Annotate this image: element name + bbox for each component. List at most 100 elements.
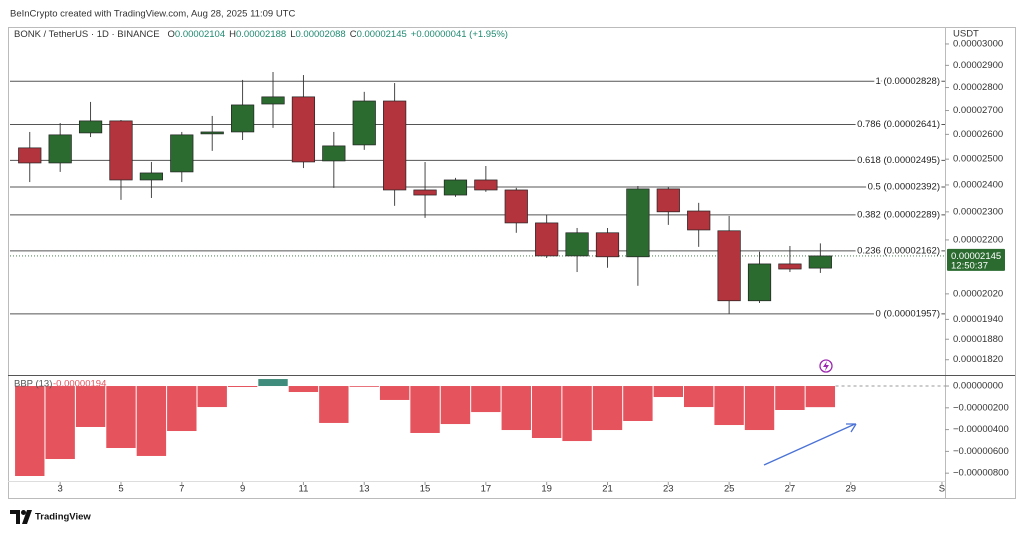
candle bbox=[78, 101, 103, 138]
candle-body bbox=[109, 120, 133, 181]
candle bbox=[747, 251, 772, 303]
bbp-bar bbox=[805, 386, 836, 408]
x-tick-label: 11 bbox=[298, 484, 308, 495]
candle-body bbox=[687, 210, 711, 231]
currency: USDT bbox=[953, 29, 979, 40]
x-tick-label: 29 bbox=[845, 484, 856, 495]
candle-body bbox=[565, 232, 589, 257]
candle-body bbox=[78, 120, 103, 134]
bbp-bar bbox=[471, 386, 501, 413]
candle bbox=[535, 214, 559, 258]
x-tick-label: 3 bbox=[58, 484, 63, 495]
y-tick-label: 0.00002500 bbox=[953, 154, 1003, 165]
indicator-title: BBP (13) bbox=[14, 379, 52, 390]
y-tick-label: 0.00002700 bbox=[953, 105, 1003, 116]
fib-label: 0 (0.00001957) bbox=[876, 308, 940, 319]
bbp-bar bbox=[349, 386, 379, 387]
fib-label: 0.5 (0.00002392) bbox=[868, 182, 940, 193]
bbp-bar bbox=[227, 386, 258, 388]
candle-body bbox=[200, 131, 224, 135]
fib-label: 1 (0.00002828) bbox=[876, 76, 940, 87]
ohlc-key: L bbox=[290, 29, 295, 40]
y-tick-label: 0.00001940 bbox=[953, 314, 1003, 325]
ohlc-value: 0.00002145 bbox=[357, 29, 407, 40]
x-tick-label: S bbox=[939, 484, 945, 495]
x-tick-label: 13 bbox=[359, 484, 370, 495]
bbp-bar bbox=[136, 386, 167, 456]
candle-body bbox=[595, 232, 620, 258]
y-tick-label: 0.00003000 bbox=[953, 38, 1003, 49]
y-tick-label: 0.00001820 bbox=[953, 354, 1003, 365]
candle bbox=[504, 187, 528, 233]
candle-body bbox=[504, 189, 528, 224]
y-tick-label: 0.00000000 bbox=[953, 381, 1003, 392]
bbp-bar bbox=[562, 386, 592, 442]
price-tag bbox=[947, 248, 1005, 271]
candle-body bbox=[535, 222, 559, 257]
candle bbox=[443, 177, 468, 197]
candle bbox=[717, 215, 741, 314]
candle-body bbox=[18, 147, 42, 164]
candle bbox=[565, 227, 589, 273]
fib-label: 0.618 (0.00002495) bbox=[857, 155, 940, 166]
bbp-bar bbox=[623, 386, 653, 421]
bbp-bar bbox=[15, 386, 45, 477]
frame bbox=[8, 27, 1016, 499]
ohlc-value: 0.00002188 bbox=[236, 29, 286, 40]
bbp-bar bbox=[258, 379, 288, 387]
candle-body bbox=[443, 179, 468, 196]
bbp-bar bbox=[45, 386, 75, 460]
candle bbox=[352, 91, 376, 150]
bbp-bar bbox=[197, 386, 227, 408]
candle bbox=[474, 166, 498, 192]
x-tick-label: 17 bbox=[481, 484, 492, 495]
candle bbox=[383, 83, 407, 206]
candle-body bbox=[352, 100, 376, 146]
bbp-bar bbox=[501, 386, 531, 431]
ohlc-value: 0.00002088 bbox=[296, 29, 346, 40]
candle bbox=[656, 187, 680, 225]
brand-logo bbox=[10, 510, 32, 524]
bbp-bar bbox=[440, 386, 471, 425]
price-tag-value: 0.00002145 bbox=[951, 251, 1001, 262]
y-tick-label: 0.00002300 bbox=[953, 206, 1003, 217]
candle-body bbox=[413, 189, 437, 196]
fib-label: 0.786 (0.00002641) bbox=[857, 119, 940, 130]
candle-body bbox=[261, 96, 285, 105]
candle bbox=[595, 227, 620, 268]
bbp-bar bbox=[106, 386, 136, 449]
y-tick-label: 0.00002200 bbox=[953, 234, 1003, 245]
y-tick-label: 0.00002020 bbox=[953, 288, 1003, 299]
bbp-bar bbox=[775, 386, 805, 410]
ohlc-key: H bbox=[229, 29, 236, 40]
fib-label: 0.382 (0.00002289) bbox=[857, 209, 940, 220]
candle bbox=[626, 185, 650, 286]
x-tick-label: 9 bbox=[240, 484, 245, 495]
x-tick-label: 21 bbox=[602, 484, 613, 495]
x-tick-label: 27 bbox=[785, 484, 796, 495]
candle bbox=[261, 71, 285, 128]
y-tick-label: 0.00002800 bbox=[953, 82, 1003, 93]
candle bbox=[687, 202, 711, 247]
symbol-header: BONK / TetherUS · 1D · BINANCE O0.0000210… bbox=[14, 29, 508, 40]
candle bbox=[18, 131, 42, 183]
brand-name: TradingView bbox=[35, 512, 91, 523]
x-tick-label: 25 bbox=[724, 484, 735, 495]
trend-arrow bbox=[763, 423, 857, 466]
candle bbox=[231, 79, 255, 140]
y-tick-label: 0.00002600 bbox=[953, 129, 1003, 140]
candle bbox=[48, 123, 72, 172]
x-tick-label: 15 bbox=[420, 484, 431, 495]
x-tick-label: 5 bbox=[118, 484, 123, 495]
candle-body bbox=[808, 255, 832, 269]
change: +0.00000041 (+1.95%) bbox=[411, 29, 508, 40]
candle-body bbox=[322, 145, 346, 162]
y-tick-label: 0.00001880 bbox=[953, 334, 1003, 345]
candle-body bbox=[656, 188, 680, 213]
candle-body bbox=[474, 179, 498, 191]
candle-body bbox=[383, 100, 407, 191]
bbp-bar bbox=[653, 386, 684, 398]
bbp-bar bbox=[744, 386, 775, 431]
price-tag-countdown: 12:50:37 bbox=[951, 260, 988, 271]
